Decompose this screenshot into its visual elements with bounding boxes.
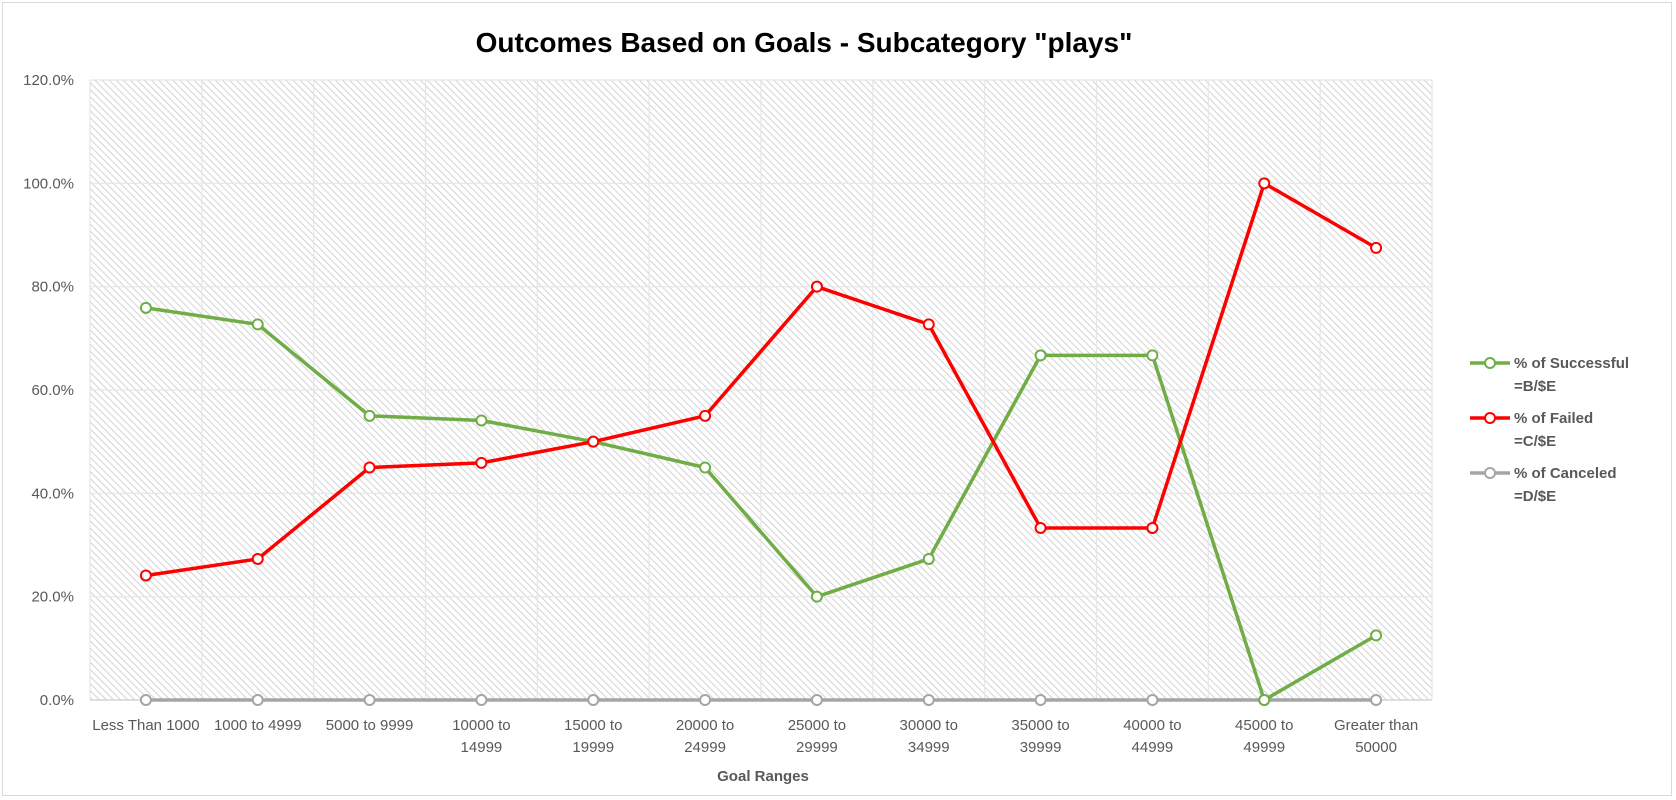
x-tick-label: 40000 to 44999 — [1123, 717, 1181, 756]
legend-marker — [1484, 412, 1496, 424]
gridlines — [89, 79, 1433, 701]
data-point — [251, 318, 264, 331]
legend-item: % of Failed =C/$E — [1470, 410, 1593, 450]
legend-item: % of Successful =B/$E — [1470, 355, 1629, 395]
legend-sublabel: =C/$E — [1514, 433, 1556, 450]
y-tick-label: 120.0% — [23, 72, 74, 89]
data-point — [922, 318, 935, 331]
series-lines — [139, 177, 1383, 706]
data-point — [810, 590, 823, 603]
data-point — [587, 694, 600, 706]
x-tick-label: 1000 to 4999 — [214, 717, 302, 734]
data-point — [475, 456, 488, 469]
data-point — [699, 461, 712, 474]
legend-label: % of Canceled — [1514, 465, 1617, 482]
data-point — [139, 694, 152, 706]
x-tick-label: 20000 to 24999 — [676, 717, 734, 756]
y-tick-label: 100.0% — [23, 175, 74, 192]
y-tick-label: 20.0% — [31, 589, 74, 606]
legend-label: % of Failed — [1514, 410, 1593, 427]
legend: % of Successful=B/$E% of Failed=C/$E% of… — [1470, 355, 1629, 505]
data-point — [1258, 694, 1271, 706]
series-line — [145, 181, 1377, 578]
data-point — [1258, 177, 1271, 190]
legend-sublabel: =B/$E — [1514, 378, 1556, 395]
legend-sublabel: =D/$E — [1514, 488, 1556, 505]
series-of-failed — [139, 177, 1383, 582]
y-tick-label: 60.0% — [31, 382, 74, 399]
legend-label: % of Successful — [1514, 355, 1629, 372]
data-point — [922, 694, 935, 706]
data-point — [1146, 694, 1159, 706]
data-point — [251, 694, 264, 706]
x-axis-title: Goal Ranges — [717, 768, 809, 785]
data-point — [1146, 349, 1159, 362]
x-tick-label: 45000 to 49999 — [1235, 717, 1293, 756]
data-point — [1370, 241, 1383, 254]
y-axis-tick-labels: 0.0% 20.0% 40.0% 60.0% 80.0% 100.0% 120.0% — [23, 72, 74, 709]
y-tick-label: 0.0% — [40, 692, 74, 709]
x-axis-tick-labels: Less Than 1000 1000 to 4999 5000 to 9999 10… — [92, 717, 1418, 756]
data-point — [1034, 349, 1047, 362]
series-line — [145, 306, 1377, 702]
data-point — [139, 301, 152, 314]
x-tick-label: Greater than 50000 — [1334, 717, 1418, 756]
x-tick-label: 5000 to 9999 — [326, 717, 414, 734]
data-point — [363, 409, 376, 422]
x-tick-label: 35000 to 39999 — [1011, 717, 1069, 756]
data-point — [810, 694, 823, 706]
legend-marker — [1484, 357, 1496, 369]
y-tick-label: 80.0% — [31, 279, 74, 296]
data-point — [922, 552, 935, 565]
x-tick-label: 25000 to 29999 — [788, 717, 846, 756]
data-point — [251, 552, 264, 565]
data-point — [363, 694, 376, 706]
data-point — [699, 409, 712, 422]
data-point — [810, 280, 823, 293]
legend-item: % of Canceled =D/$E — [1470, 465, 1617, 505]
data-point — [1146, 521, 1159, 534]
data-point — [363, 461, 376, 474]
data-point — [587, 435, 600, 448]
series-of-successful — [139, 301, 1383, 706]
data-point — [1034, 694, 1047, 706]
chart-title: Outcomes Based on Goals - Subcategory "p… — [476, 27, 1133, 58]
data-point — [475, 694, 488, 706]
legend-marker — [1484, 467, 1496, 479]
data-point — [1370, 629, 1383, 642]
x-tick-label: 30000 to 34999 — [900, 717, 958, 756]
data-point — [139, 569, 152, 582]
x-tick-label: Less Than 1000 — [92, 717, 199, 734]
x-tick-label: 10000 to 14999 — [452, 717, 510, 756]
y-tick-label: 40.0% — [31, 485, 74, 502]
x-tick-label: 15000 to 19999 — [564, 717, 622, 756]
data-point — [475, 414, 488, 427]
data-point — [1370, 694, 1383, 706]
data-point — [1034, 521, 1047, 534]
data-point — [699, 694, 712, 706]
